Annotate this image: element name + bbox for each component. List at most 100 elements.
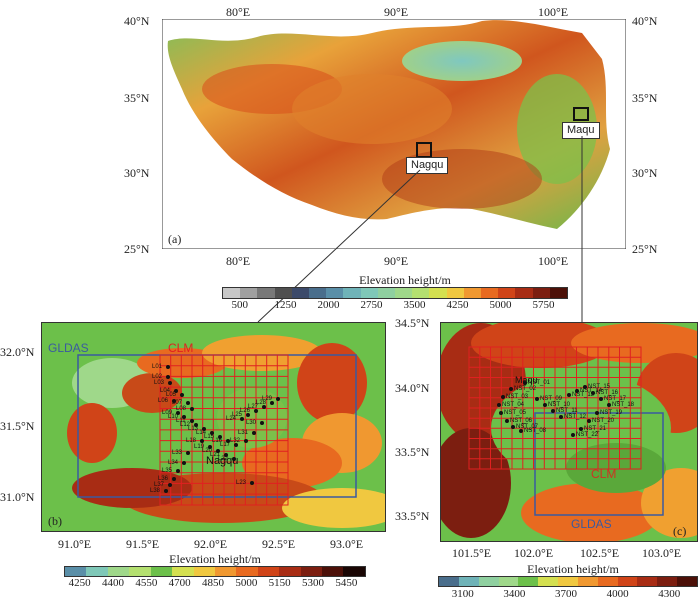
colorbar-swatch [549,288,568,298]
station-marker [244,439,248,443]
colorbar-swatch [257,288,275,298]
station-marker [260,421,264,425]
panel-a-right-tick-35: 35°N [632,91,658,105]
colorbar-tick-label: 3400 [503,588,526,600]
colorbar-swatch [463,288,482,298]
colorbar-tick-label: 5450 [335,577,358,589]
station-marker [250,481,254,485]
panel-c-gldas-label: GLDAS [571,517,612,531]
station-marker [182,415,186,419]
colorbar-swatch [65,567,87,576]
panel-b-lon-92-5: 92.5°E [262,537,296,551]
panel-b-lat-31: 31.0°N [0,490,35,504]
panel-c-colorbar [438,576,698,587]
station-marker [276,397,280,401]
station-marker [172,477,176,481]
station-label: L09 [162,410,173,416]
panel-b-lon-91: 91.0°E [58,537,92,551]
panel-b-lon-92: 92.0°E [194,537,228,551]
panel-b-site-label: Nagqu [206,455,239,467]
colorbar-swatch [481,288,499,298]
panel-a-right-tick-30: 30°N [632,166,658,180]
station-label: L34 [168,460,179,466]
station-label: NST_11 [556,408,578,414]
station-marker [575,389,579,393]
colorbar-swatch [343,288,361,298]
colorbar-swatch [322,567,344,576]
station-label: NST_20 [592,418,615,424]
station-marker [571,433,575,437]
station-label: L22 [218,456,229,462]
station-marker [232,457,236,461]
colorbar-swatch [518,577,539,586]
station-label: L26 [240,408,251,414]
panel-b-colorbar-title: Elevation height/m [169,552,261,566]
station-label: L12 [180,422,191,428]
station-label: L04 [160,388,171,394]
panel-c: CLM GLDAS Maqu (c) NST_01 NST_02 NST_03 NST… [440,322,698,542]
station-marker [559,415,563,419]
station-marker [176,411,180,415]
station-marker [497,403,501,407]
colorbar-tick-label: 4700 [168,577,191,589]
colorbar-tick-label: 3500 [403,299,426,311]
station-label: L36 [158,476,169,482]
panel-b-label: (b) [48,514,62,528]
station-label: L31 [238,430,249,436]
colorbar-swatch [558,577,578,586]
station-label: NST_07 [516,424,539,430]
colorbar-tick-label: 5000 [489,299,512,311]
panel-a-bottom-tick-100: 100°E [538,254,569,268]
station-marker [216,449,220,453]
station-label: NST_02 [514,386,537,392]
station-label: L10 [168,414,179,420]
colorbar-tick-label: 4300 [658,588,681,600]
maqu-callout: Maqu [562,122,600,139]
colorbar-tick-label: 5750 [532,299,555,311]
panel-b-colorbar [64,566,366,577]
colorbar-swatch [193,567,215,576]
panel-c-lon-101-5: 101.5°E [452,546,492,560]
colorbar-swatch [107,567,130,576]
colorbar-tick-label: 2750 [360,299,383,311]
station-label: NST_06 [510,418,533,424]
colorbar-tick-label: 5300 [302,577,324,589]
colorbar-swatch [240,288,258,298]
station-marker [190,419,194,423]
panel-c-lat-34: 34.0°N [395,381,430,395]
colorbar-swatch [498,288,516,298]
colorbar-swatch [291,288,310,298]
colorbar-tick-label: 1250 [274,299,297,311]
panel-a-left-tick-40: 40°N [124,14,150,28]
station-label: L35 [162,468,173,474]
colorbar-swatch [150,567,173,576]
panel-c-lat-33-5a: 33.5°N [395,445,430,459]
station-marker [166,365,170,369]
station-label: L29 [262,396,273,402]
panel-a-colorbar-ticks: 500 1250 2000 2750 3500 4250 5000 5750 [222,298,566,312]
station-label: L01 [152,364,163,370]
station-label: NST_13 [572,392,595,398]
station-label: NST_18 [612,402,635,408]
station-marker [168,381,172,385]
panel-c-colorbar-ticks: 3100 3400 3700 4000 4300 [438,587,696,601]
colorbar-swatch [515,288,533,298]
panel-c-label: (c) [673,524,687,538]
station-marker [246,413,250,417]
panel-b-map [42,323,385,531]
panel-c-lon-103: 103.0°E [642,546,682,560]
station-label: L07 [172,400,183,406]
panel-b-lat-32: 32.0°N [0,345,35,359]
panel-a-top-tick-80: 80°E [226,5,251,19]
panel-c-clm-label: CLM [591,467,617,481]
panel-a-left-tick-35: 35°N [124,91,150,105]
panel-b-gldas-label: GLDAS [48,341,89,355]
colorbar-tick-label: 3100 [451,588,474,600]
panel-b-lat-31-5: 31.5°N [0,419,35,433]
colorbar-swatch [458,577,479,586]
colorbar-swatch [223,288,241,298]
colorbar-swatch [677,577,697,586]
colorbar-swatch [274,288,292,298]
station-marker [579,427,583,431]
panel-a-bottom-tick-80: 80°E [226,254,251,268]
